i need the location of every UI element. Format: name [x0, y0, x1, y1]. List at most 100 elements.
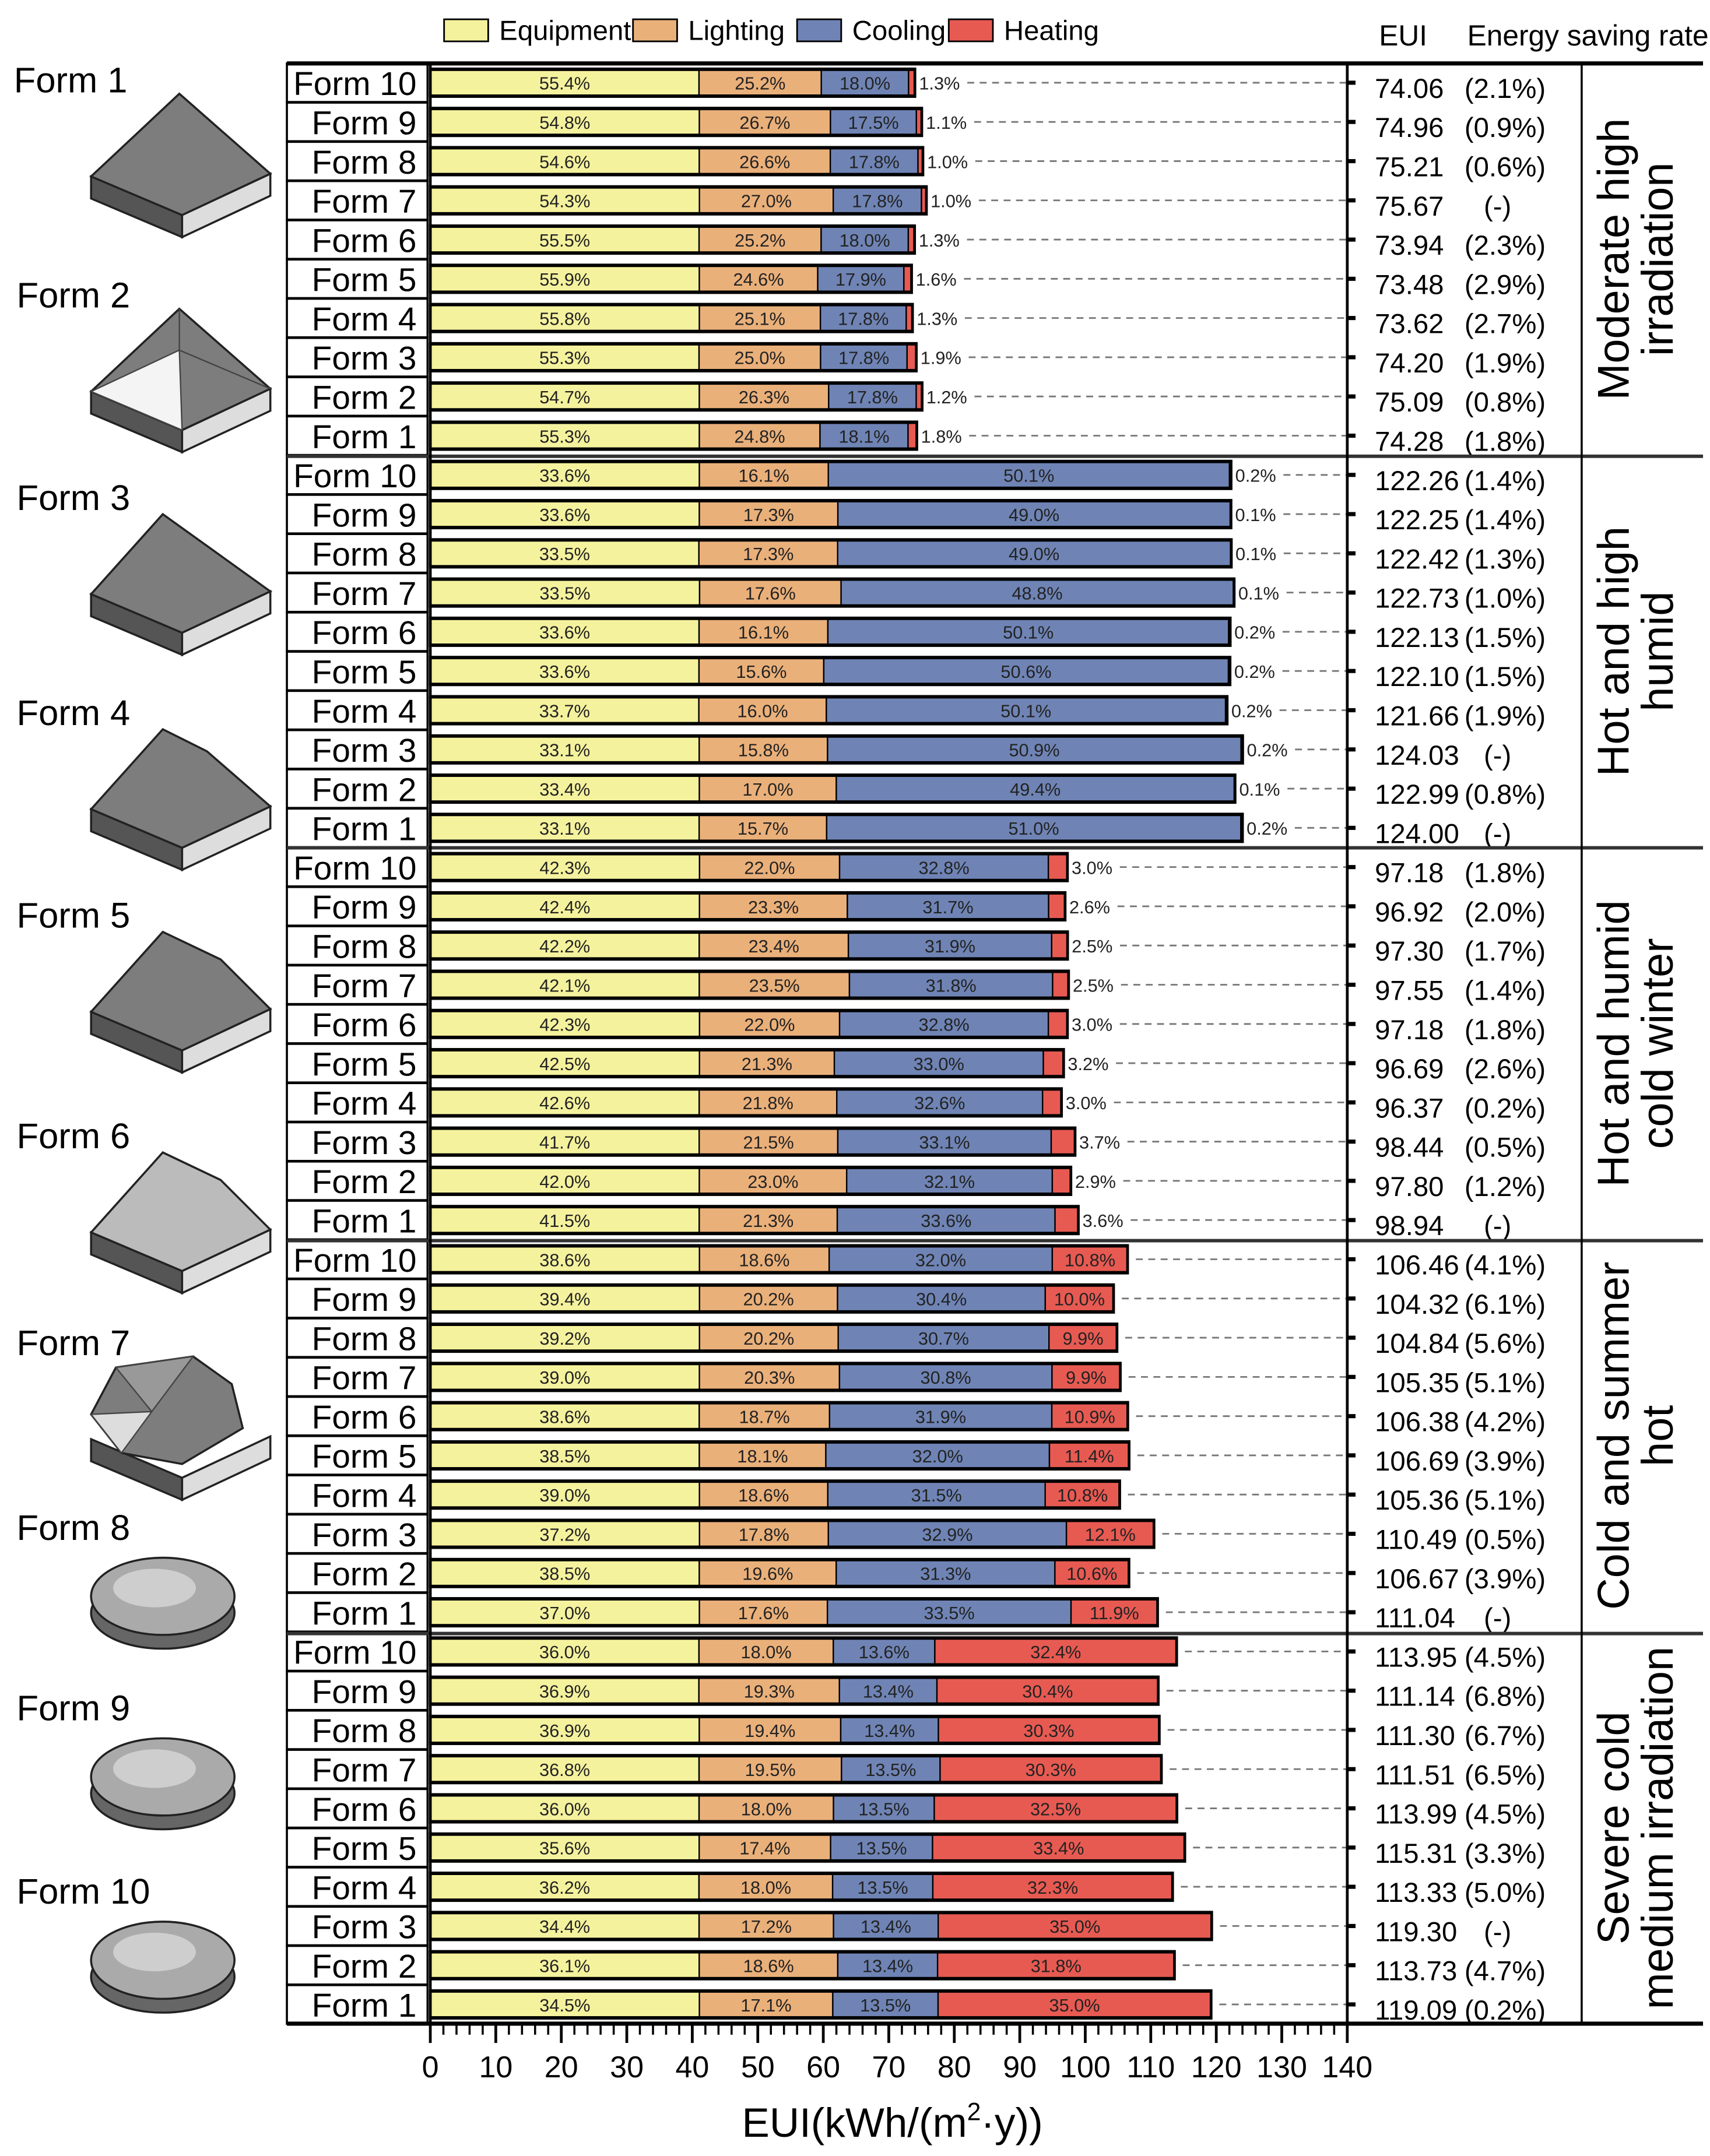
x-tick-label: 100	[1060, 2051, 1111, 2084]
bar-row: Form 1 41.5% 21.3% 33.6% 3.6% 98.94 (-)	[286, 1200, 1511, 1241]
eui-value: 97.80	[1375, 1172, 1444, 1202]
segment-label-heating: 3.7%	[1079, 1132, 1120, 1152]
segment-label-equipment: 36.0%	[539, 1799, 590, 1819]
eui-value: 111.30	[1375, 1721, 1455, 1751]
row-label-box	[286, 376, 429, 417]
segment-label-heating: 11.4%	[1065, 1446, 1114, 1466]
row-label: Form 2	[312, 1164, 417, 1201]
bar-segment-lighting	[698, 1442, 827, 1469]
segment-label-equipment: 33.6%	[539, 466, 590, 486]
climate-zone-label-line: Moderate high	[1589, 118, 1638, 400]
saving-rate: (-)	[1484, 818, 1511, 849]
x-tick-label: 60	[806, 2051, 840, 2084]
saving-rate: (1.4%)	[1465, 976, 1546, 1007]
climate-zone-label-line: medium irradiation	[1633, 1647, 1683, 2009]
segment-label-equipment: 55.3%	[539, 426, 590, 446]
segment-label-lighting: 21.5%	[743, 1132, 794, 1152]
row-label: Form 10	[293, 850, 416, 887]
row-label-box	[286, 101, 429, 143]
bar-segment-lighting	[698, 1560, 837, 1587]
row-label: Form 8	[312, 929, 417, 966]
bar-segment-equipment	[429, 305, 700, 332]
eui-value: 74.28	[1375, 427, 1444, 458]
segment-label-equipment: 37.0%	[539, 1603, 590, 1623]
eui-value: 113.99	[1375, 1799, 1457, 1830]
segment-label-lighting: 19.6%	[742, 1564, 793, 1584]
x-tick-label: 50	[741, 2051, 775, 2084]
saving-rate: (1.8%)	[1465, 1015, 1546, 1046]
segment-label-heating: 2.6%	[1069, 897, 1110, 917]
segment-label-cooling: 33.5%	[924, 1603, 975, 1623]
climate-zone-label-line: Hot and humid	[1589, 900, 1638, 1187]
bar-segment-lighting	[698, 736, 828, 763]
segment-label-cooling: 13.5%	[860, 1995, 911, 2016]
row-label-box	[286, 768, 429, 809]
eui-value: 124.03	[1375, 740, 1459, 771]
bar-row: Form 4 39.0% 18.6% 31.5% 10.8% 105.36 (5.1%)	[286, 1474, 1546, 1516]
eui-value: 115.31	[1375, 1838, 1457, 1869]
segment-label-cooling: 50.1%	[1000, 701, 1051, 721]
segment-label-lighting: 20.2%	[743, 1328, 794, 1349]
segment-label-equipment: 36.8%	[539, 1760, 590, 1780]
saving-rate: (6.5%)	[1465, 1760, 1546, 1791]
segment-label-lighting: 22.0%	[744, 1015, 795, 1035]
segment-label-lighting: 25.0%	[735, 348, 785, 368]
row-label: Form 2	[312, 772, 417, 808]
segment-label-heating: 3.2%	[1068, 1054, 1108, 1074]
bar-row: Form 1 37.0% 17.6% 33.5% 11.9% 111.04 (-)	[286, 1592, 1511, 1634]
bar-row: Form 2 33.4% 17.0% 49.4% 0.1% 122.99 (0.8%)	[286, 768, 1546, 810]
row-label: Form 1	[312, 1988, 417, 2024]
segment-label-cooling: 17.9%	[835, 269, 886, 290]
form-caption: Form 5	[17, 896, 131, 936]
eui-value: 111.51	[1375, 1760, 1455, 1791]
segment-label-cooling: 32.8%	[919, 1015, 970, 1035]
segment-label-cooling: 13.5%	[857, 1877, 908, 1898]
form-caption: Form 4	[17, 693, 131, 733]
row-label-box	[286, 925, 429, 966]
bar-segment-equipment	[429, 1403, 700, 1430]
row-label: Form 5	[312, 1831, 417, 1867]
segment-label-heating: 30.3%	[1023, 1721, 1074, 1741]
row-label: Form 3	[312, 1909, 417, 1946]
bar-segment-equipment	[429, 1207, 700, 1233]
row-label-box	[286, 140, 429, 182]
bar-row: Form 4 42.6% 21.8% 32.6% 3.0% 96.37 (0.2%)	[286, 1082, 1546, 1124]
form-5-shape-icon	[89, 930, 272, 1074]
saving-rate: (5.0%)	[1465, 1877, 1546, 1908]
saving-rate: (1.4%)	[1465, 505, 1546, 536]
segment-label-cooling: 31.9%	[925, 936, 975, 956]
bar-segment-equipment	[429, 423, 700, 449]
bar-row: Form 7 33.5% 17.6% 48.8% 0.1% 122.73 (1.0%)	[286, 572, 1546, 614]
segment-label-lighting: 27.0%	[741, 191, 792, 212]
x-tick-label: 80	[937, 2051, 971, 2084]
row-label: Form 4	[312, 694, 417, 730]
saving-rate: (1.0%)	[1465, 583, 1546, 614]
segment-label-cooling: 13.5%	[858, 1799, 909, 1819]
segment-label-equipment: 38.6%	[539, 1406, 590, 1427]
legend-label-cooling: Cooling	[852, 16, 946, 47]
segment-label-lighting: 16.0%	[737, 701, 788, 721]
segment-label-heating: 1.1%	[926, 112, 967, 133]
form-caption: Form 1	[14, 60, 128, 100]
segment-label-heating: 35.0%	[1049, 1916, 1100, 1937]
bar-segment-lighting	[698, 657, 825, 684]
bar-segment-heating	[1050, 1128, 1076, 1155]
bar-segment-equipment	[429, 579, 701, 606]
eui-value: 119.09	[1375, 1995, 1457, 2026]
segment-label-equipment: 33.6%	[539, 505, 590, 525]
saving-rate: (-)	[1484, 740, 1511, 771]
bar-row: Form 8 42.2% 23.4% 31.9% 2.5% 97.30 (1.7%)	[286, 925, 1546, 967]
row-label-box	[286, 1944, 429, 1986]
row-label-box	[286, 572, 429, 613]
row-label: Form 4	[312, 1086, 417, 1123]
bar-segment-heating	[1054, 1207, 1079, 1233]
segment-label-lighting: 20.3%	[744, 1367, 795, 1388]
segment-label-cooling: 51.0%	[1009, 818, 1059, 839]
segment-label-heating: 10.6%	[1066, 1564, 1117, 1584]
bar-segment-heating	[1044, 1285, 1115, 1312]
segment-label-cooling: 30.4%	[916, 1289, 967, 1310]
eui-value: 75.09	[1375, 387, 1444, 418]
bar-segment-equipment	[429, 618, 700, 645]
row-label: Form 6	[312, 1399, 417, 1436]
bar-row: Form 7 42.1% 23.5% 31.8% 2.5% 97.55 (1.4%)	[286, 964, 1546, 1007]
